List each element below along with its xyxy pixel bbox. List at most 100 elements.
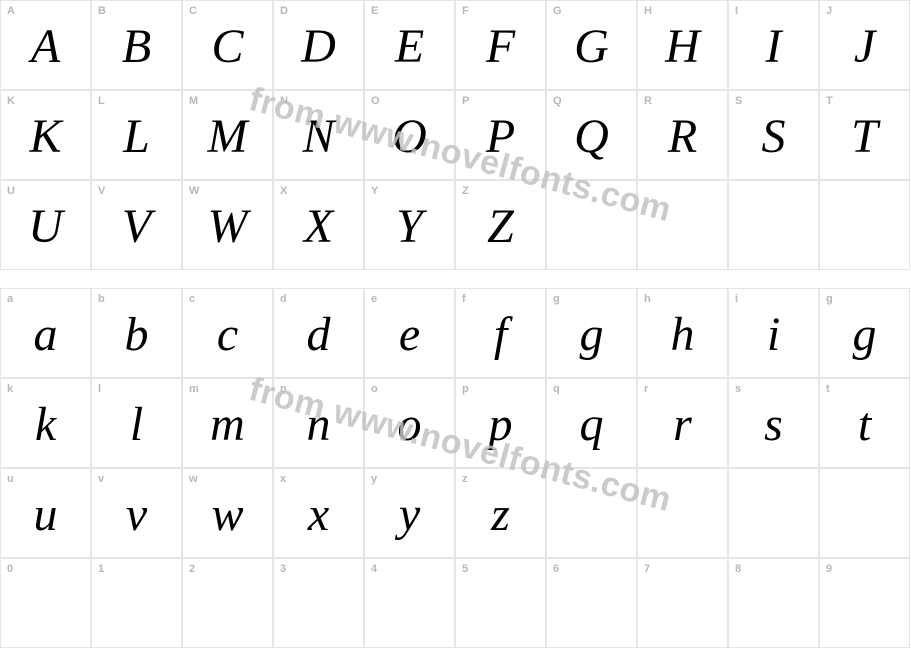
glyph-cell: pp bbox=[455, 378, 546, 468]
glyph-cell: ZZ bbox=[455, 180, 546, 270]
glyph-char: t bbox=[858, 401, 871, 449]
glyph-key-label: I bbox=[735, 5, 738, 17]
glyph-char: b bbox=[125, 311, 149, 359]
glyph-char: U bbox=[28, 203, 63, 251]
glyph-cell: PP bbox=[455, 90, 546, 180]
glyph-key-label: e bbox=[371, 293, 377, 305]
glyph-char: G bbox=[574, 23, 609, 71]
glyph-cell: SS bbox=[728, 90, 819, 180]
glyph-char: T bbox=[851, 113, 878, 161]
glyph-cell: HH bbox=[637, 0, 728, 90]
glyph-char: O bbox=[392, 113, 427, 161]
glyph-cell bbox=[637, 468, 728, 558]
font-specimen-grid: AABBCCDDEEFFGGHHIIJJKKLLMMNNOOPPQQRRSSTT… bbox=[0, 0, 910, 648]
glyph-cell bbox=[819, 180, 910, 270]
glyph-char: f bbox=[494, 311, 507, 359]
glyph-key-label: C bbox=[189, 5, 197, 17]
glyph-char: h bbox=[671, 311, 695, 359]
glyph-cell: oo bbox=[364, 378, 455, 468]
glyph-key-label: V bbox=[98, 185, 105, 197]
glyph-key-label: d bbox=[280, 293, 287, 305]
glyph-char: V bbox=[122, 203, 151, 251]
glyph-cell: QQ bbox=[546, 90, 637, 180]
glyph-key-label: K bbox=[7, 95, 15, 107]
glyph-char: a bbox=[34, 311, 58, 359]
glyph-key-label: 1 bbox=[98, 563, 104, 575]
glyph-key-label: 5 bbox=[462, 563, 468, 575]
glyph-cell: bb bbox=[91, 288, 182, 378]
glyph-key-label: q bbox=[553, 383, 560, 395]
glyph-cell: MM bbox=[182, 90, 273, 180]
glyph-key-label: U bbox=[7, 185, 15, 197]
glyph-key-label: v bbox=[98, 473, 104, 485]
glyph-cell: DD bbox=[273, 0, 364, 90]
glyph-cell: uu bbox=[0, 468, 91, 558]
glyph-key-label: Z bbox=[462, 185, 469, 197]
glyph-char: M bbox=[208, 113, 248, 161]
glyph-key-label: O bbox=[371, 95, 380, 107]
glyph-key-label: g bbox=[826, 293, 833, 305]
glyph-cell bbox=[728, 468, 819, 558]
glyph-char: p bbox=[489, 401, 513, 449]
glyph-cell: OO bbox=[364, 90, 455, 180]
glyph-key-label: D bbox=[280, 5, 288, 17]
glyph-key-label: k bbox=[7, 383, 13, 395]
glyph-key-label: f bbox=[462, 293, 466, 305]
glyph-char: o bbox=[398, 401, 422, 449]
glyph-key-label: R bbox=[644, 95, 652, 107]
glyph-cell: zz bbox=[455, 468, 546, 558]
glyph-char: k bbox=[35, 401, 56, 449]
glyph-char: S bbox=[762, 113, 786, 161]
glyph-key-label: E bbox=[371, 5, 378, 17]
glyph-cell: BB bbox=[91, 0, 182, 90]
glyph-char: W bbox=[208, 203, 248, 251]
glyph-char: Q bbox=[574, 113, 609, 161]
glyph-key-label: J bbox=[826, 5, 832, 17]
glyph-char: w bbox=[211, 491, 243, 539]
glyph-key-label: G bbox=[553, 5, 562, 17]
glyph-char: D bbox=[301, 23, 336, 71]
glyph-key-label: Q bbox=[553, 95, 562, 107]
glyph-cell: VV bbox=[91, 180, 182, 270]
glyph-cell: 0 bbox=[0, 558, 91, 648]
glyph-cell bbox=[819, 468, 910, 558]
glyph-cell: GG bbox=[546, 0, 637, 90]
glyph-key-label: o bbox=[371, 383, 378, 395]
glyph-cell: RR bbox=[637, 90, 728, 180]
glyph-key-label: F bbox=[462, 5, 469, 17]
glyph-char: J bbox=[854, 23, 875, 71]
glyph-key-label: y bbox=[371, 473, 377, 485]
glyph-cell: gg bbox=[546, 288, 637, 378]
glyph-char: R bbox=[668, 113, 697, 161]
glyph-cell: 8 bbox=[728, 558, 819, 648]
glyph-cell: AA bbox=[0, 0, 91, 90]
glyph-key-label: g bbox=[553, 293, 560, 305]
glyph-cell: KK bbox=[0, 90, 91, 180]
glyph-cell: 1 bbox=[91, 558, 182, 648]
glyph-char: y bbox=[399, 491, 420, 539]
glyph-cell: ff bbox=[455, 288, 546, 378]
glyph-char: x bbox=[308, 491, 329, 539]
glyph-char: s bbox=[764, 401, 783, 449]
glyph-key-label: 6 bbox=[553, 563, 559, 575]
glyph-cell bbox=[728, 180, 819, 270]
glyph-cell: ww bbox=[182, 468, 273, 558]
glyph-key-label: z bbox=[462, 473, 468, 485]
glyph-char: A bbox=[31, 23, 60, 71]
glyph-key-label: S bbox=[735, 95, 742, 107]
glyph-char: r bbox=[673, 401, 692, 449]
glyph-char: B bbox=[122, 23, 151, 71]
glyph-cell bbox=[546, 468, 637, 558]
glyph-key-label: 4 bbox=[371, 563, 377, 575]
glyph-key-label: x bbox=[280, 473, 286, 485]
glyph-cell: mm bbox=[182, 378, 273, 468]
glyph-char: H bbox=[665, 23, 700, 71]
glyph-char: g bbox=[580, 311, 604, 359]
glyph-cell: hh bbox=[637, 288, 728, 378]
glyph-cell: YY bbox=[364, 180, 455, 270]
glyph-key-label: w bbox=[189, 473, 198, 485]
glyph-key-label: X bbox=[280, 185, 287, 197]
glyph-key-label: M bbox=[189, 95, 198, 107]
glyph-cell: 6 bbox=[546, 558, 637, 648]
glyph-key-label: b bbox=[98, 293, 105, 305]
